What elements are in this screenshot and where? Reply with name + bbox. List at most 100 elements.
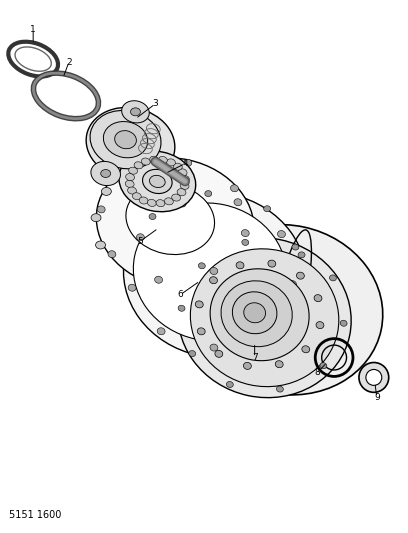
Ellipse shape	[320, 362, 327, 369]
Ellipse shape	[221, 281, 292, 346]
Ellipse shape	[86, 107, 175, 180]
Ellipse shape	[298, 252, 305, 258]
Ellipse shape	[128, 187, 136, 194]
Ellipse shape	[103, 122, 148, 158]
Ellipse shape	[122, 101, 149, 123]
Ellipse shape	[330, 275, 336, 281]
Ellipse shape	[198, 263, 205, 269]
Ellipse shape	[314, 295, 322, 302]
Ellipse shape	[101, 169, 111, 177]
Ellipse shape	[292, 308, 299, 313]
Ellipse shape	[108, 251, 116, 258]
Ellipse shape	[133, 203, 286, 341]
Text: 1: 1	[30, 25, 36, 34]
Ellipse shape	[178, 169, 187, 176]
Ellipse shape	[91, 161, 120, 185]
Ellipse shape	[147, 199, 156, 206]
Ellipse shape	[173, 163, 182, 170]
Ellipse shape	[359, 362, 389, 392]
Ellipse shape	[340, 320, 347, 326]
Ellipse shape	[128, 284, 136, 291]
Ellipse shape	[129, 168, 137, 175]
Ellipse shape	[297, 272, 304, 279]
Ellipse shape	[149, 214, 156, 220]
Text: 7: 7	[252, 353, 257, 362]
Ellipse shape	[302, 346, 310, 353]
Text: 4: 4	[182, 159, 188, 168]
Ellipse shape	[178, 200, 186, 207]
Ellipse shape	[197, 328, 205, 335]
Text: 9: 9	[374, 393, 380, 402]
Ellipse shape	[126, 184, 215, 255]
Ellipse shape	[149, 175, 165, 188]
Ellipse shape	[164, 198, 173, 205]
Ellipse shape	[155, 276, 162, 283]
Ellipse shape	[90, 110, 161, 169]
Ellipse shape	[97, 206, 105, 213]
Text: 5: 5	[137, 237, 143, 246]
Ellipse shape	[91, 214, 101, 222]
Ellipse shape	[275, 361, 283, 368]
Ellipse shape	[137, 234, 144, 241]
Ellipse shape	[172, 194, 181, 201]
Ellipse shape	[366, 369, 382, 385]
Ellipse shape	[119, 151, 196, 212]
Ellipse shape	[242, 239, 249, 245]
Ellipse shape	[139, 197, 148, 204]
Ellipse shape	[262, 326, 270, 333]
Ellipse shape	[210, 268, 218, 274]
Ellipse shape	[277, 386, 284, 392]
Ellipse shape	[184, 159, 192, 166]
Ellipse shape	[178, 238, 351, 398]
Ellipse shape	[210, 344, 218, 351]
Ellipse shape	[268, 260, 276, 267]
Ellipse shape	[142, 169, 172, 193]
Text: 2: 2	[66, 58, 72, 67]
Ellipse shape	[133, 193, 141, 200]
Ellipse shape	[244, 362, 251, 369]
Ellipse shape	[195, 301, 203, 308]
Ellipse shape	[124, 192, 306, 358]
Ellipse shape	[96, 158, 254, 288]
Ellipse shape	[134, 162, 143, 169]
Ellipse shape	[277, 231, 286, 238]
Ellipse shape	[157, 328, 165, 335]
Ellipse shape	[215, 350, 223, 357]
Ellipse shape	[205, 191, 212, 197]
Text: 5151 1600: 5151 1600	[9, 510, 62, 520]
Ellipse shape	[226, 382, 233, 387]
Ellipse shape	[131, 108, 140, 116]
Ellipse shape	[156, 200, 165, 207]
Ellipse shape	[236, 262, 244, 269]
Ellipse shape	[141, 158, 150, 165]
Ellipse shape	[264, 206, 271, 212]
Ellipse shape	[180, 175, 189, 182]
Ellipse shape	[292, 244, 299, 250]
Text: 3: 3	[153, 99, 158, 108]
Ellipse shape	[234, 199, 242, 206]
Ellipse shape	[180, 182, 189, 189]
Text: 6: 6	[177, 290, 183, 300]
Ellipse shape	[126, 174, 135, 181]
Ellipse shape	[177, 189, 186, 196]
Ellipse shape	[95, 241, 106, 249]
Ellipse shape	[158, 157, 167, 164]
Ellipse shape	[166, 159, 175, 166]
Ellipse shape	[178, 305, 185, 311]
Ellipse shape	[210, 269, 309, 361]
Ellipse shape	[189, 351, 196, 357]
Ellipse shape	[191, 249, 339, 386]
Ellipse shape	[102, 188, 111, 196]
Ellipse shape	[233, 292, 277, 334]
Ellipse shape	[115, 131, 136, 149]
Ellipse shape	[231, 185, 238, 192]
Ellipse shape	[244, 303, 266, 323]
Ellipse shape	[288, 280, 297, 288]
Ellipse shape	[125, 180, 134, 188]
Ellipse shape	[190, 224, 383, 395]
Ellipse shape	[129, 167, 137, 174]
Ellipse shape	[150, 156, 159, 163]
Ellipse shape	[316, 321, 324, 329]
Ellipse shape	[210, 277, 217, 284]
Ellipse shape	[241, 230, 249, 237]
